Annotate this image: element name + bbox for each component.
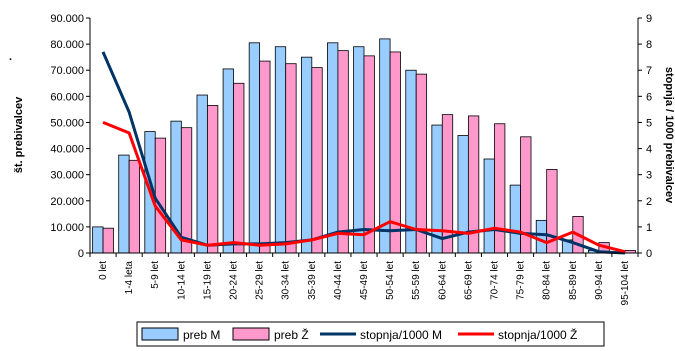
category-labels: 0 let 1-4 leta 5-9 let 10-14 let 15-19 let 20… [98, 261, 631, 306]
x-category-label: 70-74 let [490, 261, 501, 300]
x-category-label: 35-39 let [307, 261, 318, 300]
bar-preb-z [415, 73, 428, 254]
y-left-tick-label: 80.000 [50, 39, 84, 51]
y-right-tick-label: 7 [646, 65, 652, 77]
y-left-tick-label: 0 [78, 248, 84, 260]
y-right-tick-label: 9 [646, 13, 652, 25]
legend-swatch-preb-z [232, 327, 270, 341]
legend-frame [136, 321, 605, 347]
bar-preb-m [118, 154, 130, 254]
y-right-tick-label: 2 [646, 196, 652, 208]
legend-label-stopnja-m: stopnja/1000 M [360, 328, 442, 342]
x-category-label: 0 let [98, 261, 109, 280]
y-left-tick-label: 60.000 [50, 91, 84, 103]
bar-preb-m [327, 42, 339, 254]
legend-label-preb-m: preb M [183, 328, 220, 342]
x-category-label: 10-14 let [176, 261, 187, 300]
y-left-tick-label: 70.000 [50, 65, 84, 77]
y-left-tick-label: 20.000 [50, 196, 84, 208]
bar-preb-z [180, 127, 193, 254]
bar-preb-m [535, 219, 548, 254]
x-category-label: 5-9 let [150, 261, 161, 289]
bar-preb-z [154, 137, 167, 254]
bar-preb-z [259, 60, 271, 254]
y-right-tick-label: 1 [646, 222, 652, 234]
x-category-label: 85-89 let [568, 261, 579, 300]
x-category-label: 45-49 let [359, 261, 370, 300]
y-left-dot: . [9, 51, 12, 63]
y-left-tick-label: 10.000 [50, 222, 84, 234]
y-right-tick-label: 3 [646, 170, 652, 182]
line-stopnja-m [101, 51, 626, 255]
bar-preb-z [128, 159, 140, 254]
bar-preb-z [233, 82, 245, 254]
y-right-tick-label: 0 [646, 248, 652, 260]
x-category-label: 90-94 let [594, 261, 605, 300]
bar-preb-m [353, 46, 365, 254]
line-stopnja-z [102, 121, 626, 254]
legend-label-preb-z: preb Ž [274, 327, 309, 342]
x-category-label: 20-24 let [229, 261, 240, 300]
x-category-label: 40-44 let [333, 261, 344, 300]
legend-swatch-preb-m [141, 327, 179, 341]
y-right-tick-label: 6 [646, 91, 652, 103]
bar-preb-m [483, 158, 495, 254]
bar-preb-z [494, 123, 506, 254]
bar-preb-m [300, 56, 313, 254]
bar-preb-z [363, 55, 375, 254]
lines [101, 51, 626, 255]
bar-preb-z [337, 50, 349, 254]
y-left-tick-label: 30.000 [50, 170, 84, 182]
x-category-label: 65-69 let [463, 261, 474, 300]
y-right-tick-label: 8 [646, 39, 652, 51]
bar-preb-m [248, 42, 261, 254]
bar-preb-z [285, 63, 297, 254]
y-left-tick-label: 40.000 [50, 144, 84, 156]
x-category-label: 25-29 let [255, 261, 266, 300]
legend-label-stopnja-z: stopnja/1000 Ž [498, 327, 577, 342]
bar-preb-z [207, 105, 219, 254]
bar-preb-m [509, 184, 521, 254]
y-left-ticks: 0 10.000 20.000 30.000 40.000 50.000 60.000 70.… [50, 13, 90, 260]
y-right-tick-label: 4 [646, 144, 652, 156]
bar-preb-m [196, 94, 208, 254]
bar-preb-m [222, 68, 234, 254]
x-category-label: 1-4 leta [124, 261, 135, 295]
x-category-label: 60-64 let [437, 261, 448, 300]
bar-preb-m [274, 46, 287, 254]
x-category-label: 95-104 let [620, 261, 631, 306]
x-category-label: 75-79 let [516, 261, 527, 300]
x-category-label: 30-34 let [281, 261, 292, 300]
axes [89, 18, 639, 257]
x-category-label: 15-19 let [202, 261, 213, 300]
x-category-label: 55-59 let [411, 261, 422, 300]
y-right-tick-label: 5 [646, 117, 652, 129]
y-left-tick-label: 90.000 [50, 13, 84, 25]
y-left-tick-label: 50.000 [50, 117, 84, 129]
bar-preb-m [92, 226, 104, 254]
legend: preb M preb Ž stopnja/1000 M stopnja/100… [136, 321, 605, 347]
y-right-ticks: 0 1 2 3 4 5 6 7 8 9 [638, 13, 652, 260]
bar-preb-m [431, 124, 443, 254]
y-right-title: stopnja / 1000 prebivalcev [663, 67, 675, 204]
x-category-label: 50-54 let [385, 261, 396, 300]
bar-preb-z [102, 227, 114, 254]
y-left-title: št. prebivalcev [13, 96, 25, 173]
x-category-label: 80-84 let [542, 261, 553, 300]
bar-preb-z [311, 67, 323, 254]
bars [92, 38, 636, 254]
